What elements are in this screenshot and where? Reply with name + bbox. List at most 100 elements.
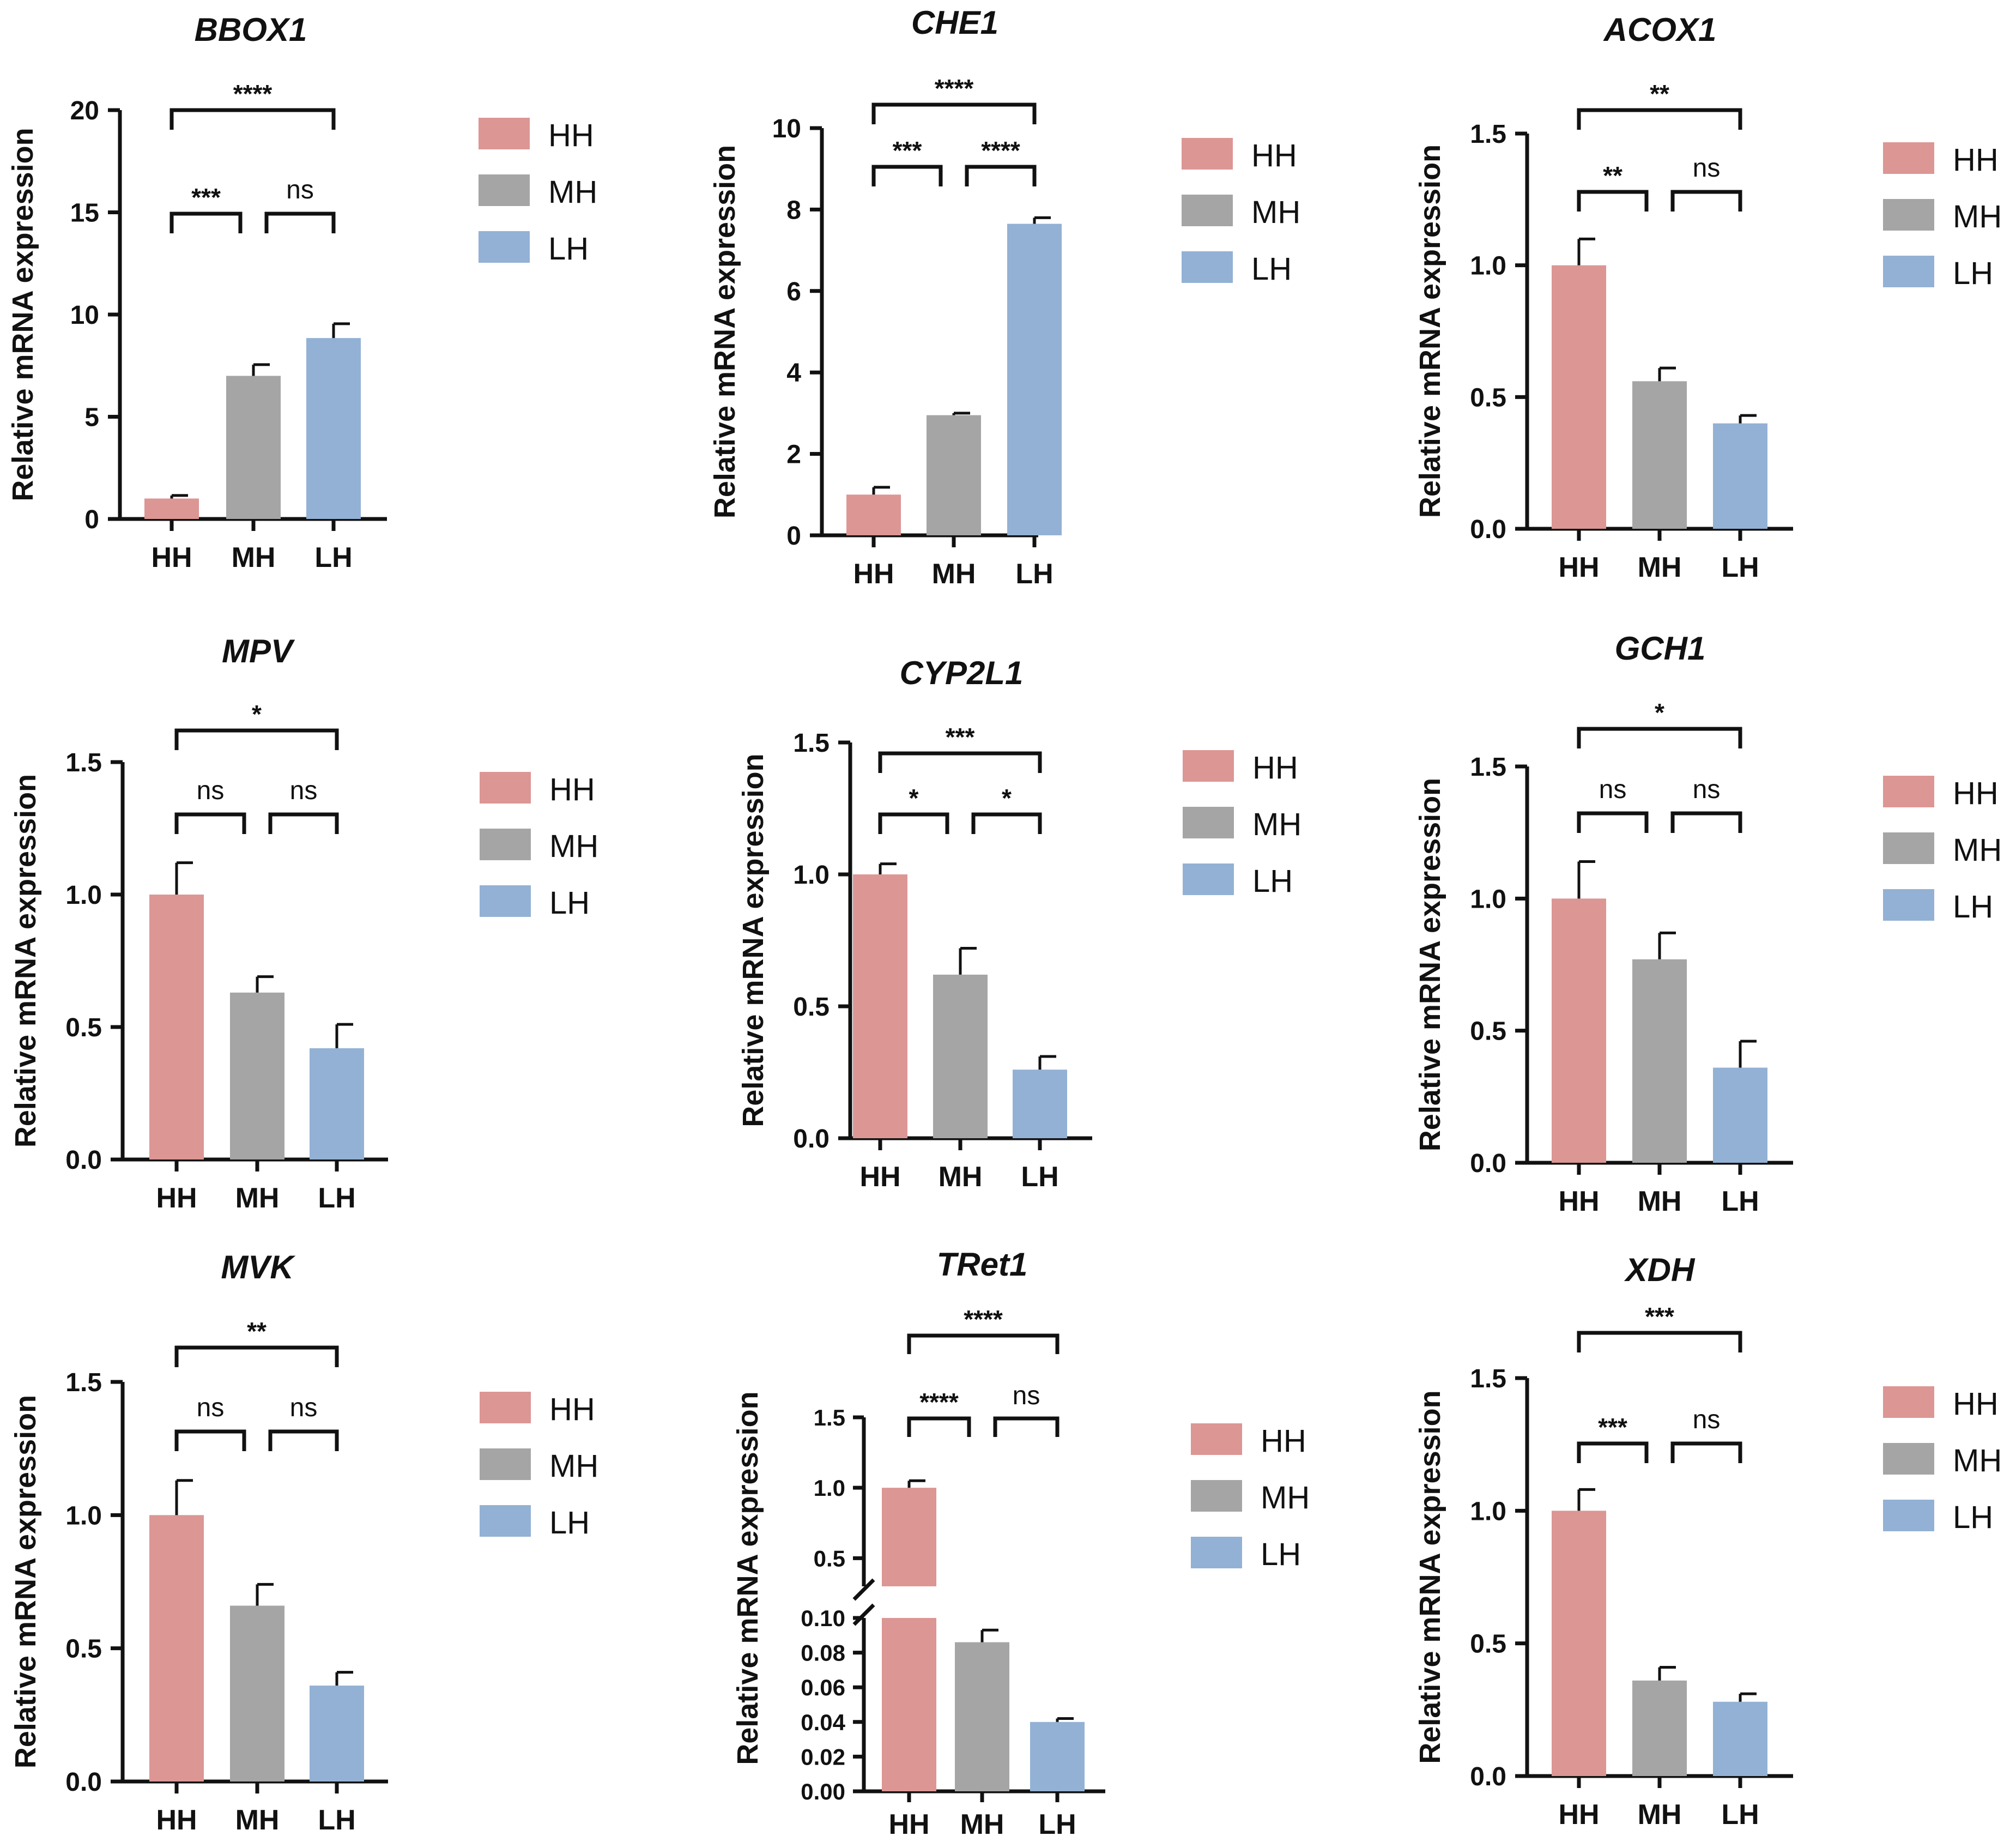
y-tick-label: 0.0: [65, 1146, 102, 1175]
x-tick-label: HH: [853, 558, 894, 590]
significance-label: ***: [191, 183, 221, 212]
significance-label: ****: [981, 136, 1020, 165]
significance-label: **: [247, 1317, 267, 1345]
significance-bracket: [169, 212, 243, 233]
y-tick-label: 0.0: [1470, 515, 1506, 544]
bar-hh: [1552, 1511, 1606, 1776]
legend-label-hh: HH: [549, 1392, 595, 1427]
legend-swatch-mh: [1191, 1480, 1242, 1512]
significance-label: ****: [919, 1388, 959, 1416]
panel-title: BBOX1: [195, 11, 307, 48]
y-tick-label: 0.5: [65, 1013, 102, 1042]
bar-lh: [310, 1686, 364, 1781]
legend-label-mh: MH: [1953, 199, 2002, 234]
legend-label-mh: MH: [549, 1448, 598, 1484]
significance-label: **: [1603, 161, 1622, 190]
panel-title: XDH: [1624, 1252, 1696, 1288]
chart-panel-che1: CHE1 Relative mRNA expression 0 2 4 6 8 10 HH MH L…: [709, 4, 1300, 590]
significance-label: *: [1655, 698, 1664, 727]
x-tick-label: MH: [1638, 552, 1682, 583]
panel-title: GCH1: [1615, 630, 1706, 667]
significance-label: ***: [893, 136, 922, 165]
x-tick-label: MH: [1638, 1186, 1682, 1217]
y-axis-label: Relative mRNA expression: [1414, 1390, 1446, 1764]
y-tick-label: 0.5: [793, 993, 830, 1022]
significance-bracket: [169, 108, 336, 130]
bar-hh: [1552, 898, 1606, 1163]
bar-mh: [230, 992, 284, 1159]
y-tick-label: 5: [84, 403, 99, 432]
x-tick-label: MH: [960, 1809, 1004, 1840]
legend-swatch-hh: [1883, 776, 1934, 807]
legend-label-hh: HH: [1252, 750, 1298, 786]
y-tick-label: 0.06: [801, 1675, 845, 1700]
bar-lh: [1007, 224, 1062, 535]
bar-hh: [846, 494, 901, 535]
legend-label-mh: MH: [1252, 807, 1301, 842]
y-tick-label: 0: [84, 505, 99, 534]
axis-break-mark: [852, 1578, 875, 1601]
significance-bracket: [1577, 190, 1649, 212]
significance-label: ns: [197, 1393, 225, 1422]
legend-swatch-hh: [1182, 138, 1233, 170]
bar-lh: [1030, 1722, 1085, 1791]
bar-lh: [1713, 1701, 1767, 1776]
legend-label-lh: LH: [1252, 863, 1293, 899]
y-tick-label: 0.00: [801, 1779, 845, 1804]
chart-panel-mvk: MVK Relative mRNA expression 0.0 0.5 1.0 1.5 H…: [9, 1249, 598, 1836]
y-tick-label: 1.0: [65, 1501, 102, 1530]
legend-label-lh: LH: [1261, 1537, 1301, 1572]
bar-lh: [1013, 1070, 1067, 1138]
legend-swatch-lh: [1883, 1500, 1934, 1531]
legend-swatch-lh: [480, 885, 531, 917]
legend-label-hh: HH: [1251, 138, 1297, 173]
legend-swatch-hh: [1183, 750, 1234, 782]
y-tick-label: 1.5: [1470, 120, 1506, 149]
bar-hh: [149, 1515, 204, 1781]
chart-panel-mpv: MPV Relative mRNA expression 0.0 0.5 1.0 1.5 H…: [9, 633, 598, 1214]
chart-panel-acox1: ACOX1 Relative mRNA expression 0.0 0.5 1.0 1.…: [1414, 11, 2002, 583]
significance-bracket: [268, 812, 339, 834]
axis-break-mark: [852, 1603, 875, 1626]
legend-swatch-mh: [480, 1448, 531, 1480]
y-tick-label: 1.5: [65, 748, 102, 777]
y-tick-label: 0.0: [65, 1768, 102, 1797]
bar-lh: [1713, 1067, 1767, 1163]
legend-label-hh: HH: [1953, 142, 1999, 178]
legend-label-lh: LH: [1251, 251, 1292, 287]
chart-panel-tret1: TRet1 Relative mRNA expression 0.00 0.02 0.0…: [731, 1246, 1310, 1840]
y-tick-label: 0.5: [1470, 1630, 1506, 1659]
y-tick-label: 0.02: [801, 1744, 845, 1770]
x-tick-label: LH: [1721, 1799, 1759, 1831]
chart-panel-gch1: GCH1 Relative mRNA expression 0.0 0.5 1.0 1.5…: [1414, 630, 2002, 1217]
x-tick-label: HH: [156, 1182, 197, 1214]
legend-label-hh: HH: [1953, 1386, 1999, 1422]
panel-title: ACOX1: [1603, 11, 1717, 48]
bar-mh: [226, 376, 281, 519]
chart-panel-bbox1: BBOX1 Relative mRNA expression 0 5 10 15 20 HH M…: [7, 11, 597, 573]
bar-hh: [149, 895, 204, 1159]
y-axis-label: Relative mRNA expression: [709, 145, 741, 518]
significance-label: *: [252, 700, 262, 728]
significance-label: ****: [233, 80, 273, 108]
y-tick-label: 0.0: [1470, 1762, 1506, 1791]
legend-swatch-mh: [1883, 832, 1934, 864]
y-tick-label: 1.0: [1470, 1497, 1506, 1526]
x-tick-label: HH: [1558, 552, 1599, 583]
y-tick-label: 1.0: [1470, 885, 1506, 914]
legend-swatch-lh: [1191, 1537, 1242, 1568]
legend-label-mh: MH: [548, 174, 597, 210]
y-tick-label: 8: [786, 196, 801, 225]
significance-bracket: [971, 812, 1042, 834]
significance-bracket: [1670, 811, 1742, 833]
legend-label-hh: HH: [1953, 776, 1999, 811]
significance-label: ns: [1013, 1381, 1040, 1410]
legend-label-lh: LH: [1953, 1500, 1993, 1535]
significance-bracket: [878, 751, 1042, 773]
significance-bracket: [1577, 811, 1649, 833]
bar-hh-upper: [882, 1488, 936, 1586]
significance-bracket: [1577, 1331, 1742, 1352]
y-tick-label: 0.0: [1470, 1149, 1506, 1178]
significance-label: ***: [1645, 1302, 1674, 1331]
legend-swatch-mh: [479, 174, 530, 206]
